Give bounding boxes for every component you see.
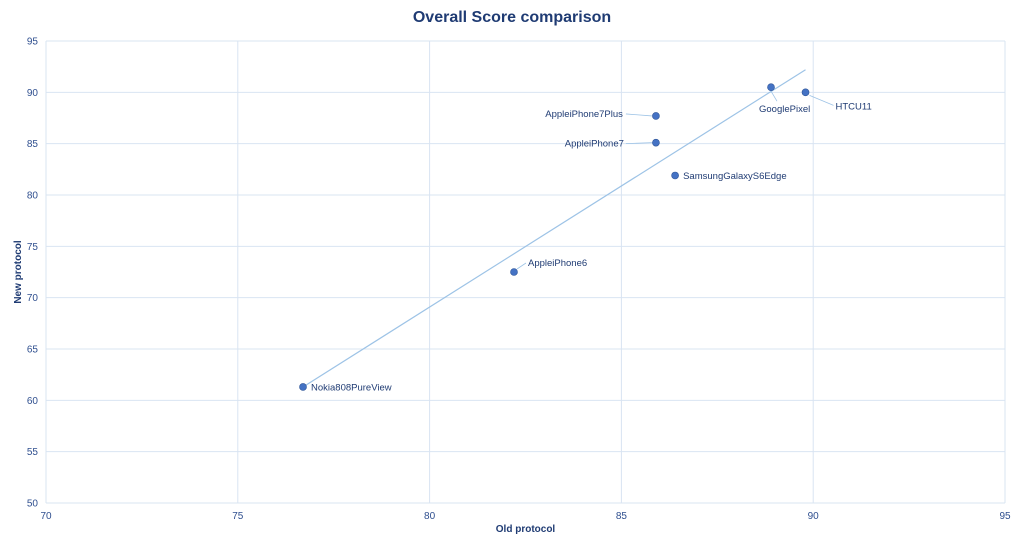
label-leader-line: [516, 262, 527, 270]
grid-lines: [45, 40, 1006, 504]
label-leader-line: [625, 113, 652, 117]
chart-title: Overall Score comparison: [412, 9, 612, 26]
label-leader-line: [770, 90, 778, 102]
data-label: Nokia808PureView: [311, 382, 392, 393]
x-tick-label: 70: [40, 511, 52, 522]
data-points: Nokia808PureView AppleiPhone6 AppleiPhone7…: [299, 83, 872, 393]
trendline-group: [302, 69, 806, 388]
label-leader-line: [809, 94, 834, 106]
y-tick-label: 65: [27, 345, 39, 356]
y-tick-label: 75: [27, 242, 39, 253]
x-tick-label: 85: [616, 511, 628, 522]
y-tick-label: 90: [27, 88, 39, 99]
data-label: AppleiPhone6: [528, 258, 587, 269]
data-point: [652, 138, 660, 147]
axes: 70 75 80 85 90 95 50 55 60 65 70 75 80 85 90 95: [27, 37, 1011, 523]
label-leader-line: [625, 142, 652, 145]
x-tick-label: 75: [232, 511, 244, 522]
data-label: HTCU11: [836, 101, 872, 112]
y-tick-label: 55: [27, 447, 39, 458]
data-label: AppleiPhone7: [565, 139, 624, 150]
data-label: SamsungGalaxyS6Edge: [683, 171, 787, 182]
y-tick-label: 95: [27, 37, 39, 48]
data-point: [801, 88, 810, 97]
y-axis-title: New protocol: [13, 240, 24, 304]
y-tick-label: 50: [27, 499, 39, 510]
data-point: [510, 268, 518, 276]
data-point: [671, 171, 679, 180]
x-axis-title: Old protocol: [496, 524, 556, 535]
y-tick-label: 80: [27, 191, 39, 202]
x-tick-label: 95: [999, 511, 1011, 522]
trendline: [302, 69, 806, 388]
data-label: AppleiPhone7Plus: [545, 109, 623, 120]
y-tick-label: 85: [27, 139, 39, 150]
x-tick-label: 90: [808, 511, 820, 522]
data-label: GooglePixel: [759, 104, 810, 115]
data-point: [652, 112, 660, 120]
y-tick-label: 60: [27, 396, 39, 407]
data-point: [299, 383, 307, 391]
data-point: [767, 83, 775, 91]
y-tick-label: 70: [27, 293, 39, 304]
x-tick-label: 80: [424, 511, 436, 522]
